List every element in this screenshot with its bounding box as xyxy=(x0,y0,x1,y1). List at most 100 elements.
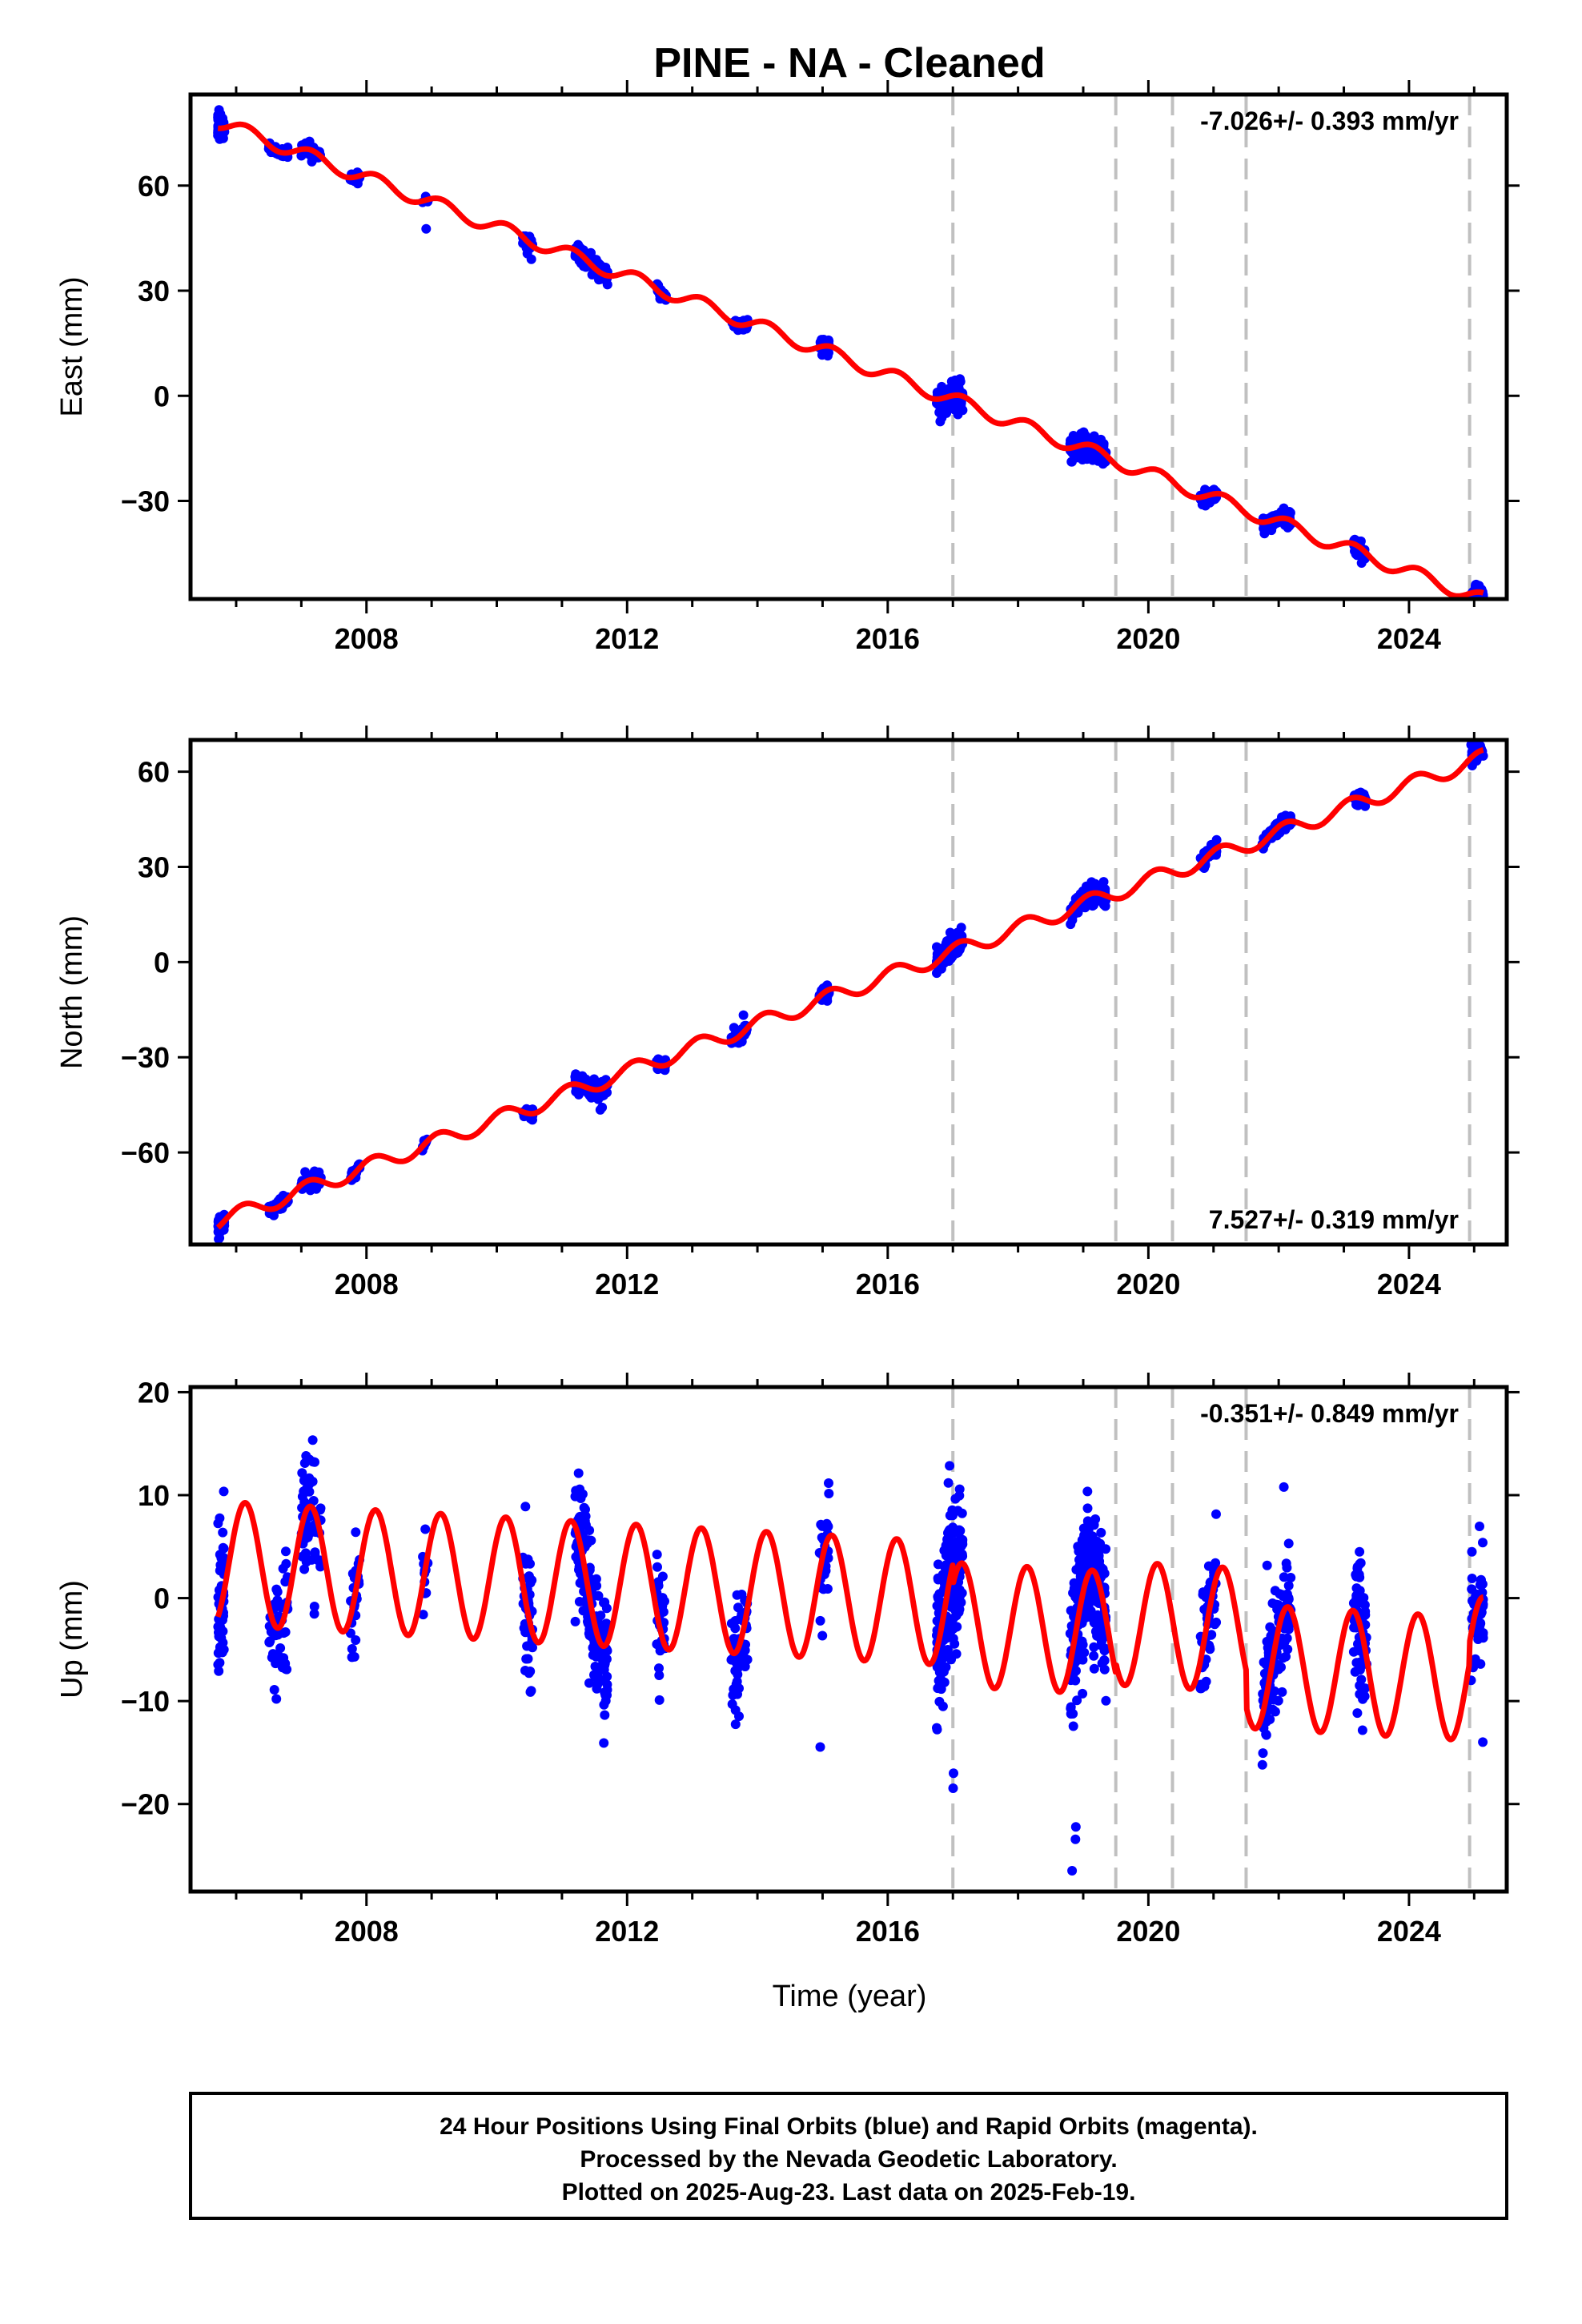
data-point xyxy=(726,1618,737,1629)
data-point xyxy=(264,1637,275,1647)
data-point xyxy=(1066,456,1077,467)
data-point xyxy=(1203,1561,1214,1571)
data-point xyxy=(933,1683,943,1694)
x-tick-label: 2016 xyxy=(856,622,920,655)
x-tick-label: 2016 xyxy=(856,1268,920,1301)
data-point xyxy=(1075,1571,1086,1582)
y-axis-label: East (mm) xyxy=(55,276,89,416)
data-point xyxy=(1098,896,1109,907)
data-point xyxy=(1089,1651,1099,1661)
data-point xyxy=(658,1606,669,1617)
y-tick-label: −60 xyxy=(121,1136,170,1169)
data-point xyxy=(1478,1630,1488,1640)
data-point xyxy=(1356,558,1367,568)
data-point xyxy=(271,1694,282,1704)
data-point xyxy=(945,927,955,938)
data-point xyxy=(349,1651,359,1662)
data-point xyxy=(1087,455,1098,465)
data-point xyxy=(269,1599,279,1609)
data-point xyxy=(219,1552,229,1562)
data-point xyxy=(1076,1651,1086,1661)
panel-frame xyxy=(188,1385,1509,1894)
data-point xyxy=(1476,1575,1486,1586)
data-point xyxy=(1474,581,1484,591)
x-axis-label: Time (year) xyxy=(773,1980,927,2013)
data-point xyxy=(272,1586,283,1597)
y-tick-label: −20 xyxy=(121,1788,170,1821)
data-point xyxy=(1099,1568,1110,1578)
data-point xyxy=(1352,1563,1363,1574)
data-point xyxy=(299,1564,310,1574)
data-point xyxy=(1475,1522,1484,1531)
data-point xyxy=(1207,1630,1217,1640)
y-tick-label: 10 xyxy=(138,1479,170,1512)
data-point xyxy=(1095,1623,1106,1634)
data-point xyxy=(301,1557,311,1567)
data-point xyxy=(1283,1538,1294,1549)
data-point xyxy=(584,1535,593,1546)
data-point xyxy=(528,1642,537,1653)
x-tick-label: 2008 xyxy=(335,1915,399,1948)
data-point xyxy=(522,248,532,259)
data-point xyxy=(954,1525,965,1535)
data-point xyxy=(740,1645,750,1655)
data-point xyxy=(217,131,227,141)
x-tick-label: 2008 xyxy=(335,1268,399,1301)
north-panel: 60 30 0 −30 −60 2008 2012 2016 2020 2024 North (mm… xyxy=(55,726,1520,1301)
plot-area xyxy=(213,740,1488,1244)
data-point xyxy=(945,1510,955,1521)
data-point xyxy=(1082,1555,1092,1566)
data-point xyxy=(1072,1695,1082,1706)
data-point xyxy=(1067,1866,1078,1876)
y-tick-label: −30 xyxy=(121,485,170,518)
data-point xyxy=(1201,1592,1211,1602)
data-point xyxy=(525,1687,536,1697)
data-point xyxy=(1070,1834,1081,1844)
data-point xyxy=(942,1538,953,1548)
data-point xyxy=(733,1689,742,1699)
x-tick-label: 2012 xyxy=(595,622,659,655)
model-curve xyxy=(215,747,1486,1230)
data-point xyxy=(584,1526,595,1535)
data-point xyxy=(730,1705,741,1715)
data-point xyxy=(954,1604,965,1614)
data-point xyxy=(1359,1691,1370,1702)
footer-box: 24 Hour Positions Using Final Orbits (bl… xyxy=(189,2092,1508,2220)
data-point xyxy=(942,1645,953,1655)
data-point xyxy=(1089,1520,1099,1530)
data-point xyxy=(1068,1721,1078,1731)
data-point xyxy=(592,1679,603,1690)
data-point xyxy=(304,1479,315,1490)
data-point xyxy=(600,1655,610,1666)
data-point xyxy=(277,1663,287,1673)
up-panel: 20 10 0 −10 −20 2008 2012 2016 2020 2024 Up (mm) -0… xyxy=(55,1373,1520,1948)
data-point xyxy=(1279,1572,1289,1582)
x-tick-label: 2012 xyxy=(595,1268,659,1301)
data-point xyxy=(269,1685,279,1695)
data-point xyxy=(1262,1560,1272,1570)
x-tick-label: 2012 xyxy=(595,1915,659,1948)
data-point xyxy=(315,1562,326,1572)
data-point xyxy=(949,1768,958,1779)
data-point xyxy=(932,1724,942,1735)
rate-label: -0.351+/- 0.849 mm/yr xyxy=(1200,1399,1459,1428)
data-point xyxy=(299,1458,310,1468)
data-point xyxy=(297,1468,307,1478)
data-point xyxy=(1478,1737,1488,1747)
data-point xyxy=(1279,1482,1289,1492)
data-point xyxy=(213,1659,223,1670)
data-point xyxy=(1211,1509,1221,1519)
data-point xyxy=(309,1602,319,1611)
y-tick-label: 30 xyxy=(138,850,170,883)
data-point xyxy=(817,1630,828,1641)
data-point xyxy=(586,247,596,258)
data-point xyxy=(281,1558,291,1569)
data-point xyxy=(1467,1574,1477,1583)
data-point xyxy=(1467,1546,1477,1557)
y-tick-label: −10 xyxy=(121,1685,170,1718)
data-point xyxy=(1082,1503,1093,1514)
data-point xyxy=(1270,1707,1280,1717)
data-point xyxy=(955,374,965,384)
data-point xyxy=(729,1023,739,1033)
data-point xyxy=(218,1527,228,1538)
